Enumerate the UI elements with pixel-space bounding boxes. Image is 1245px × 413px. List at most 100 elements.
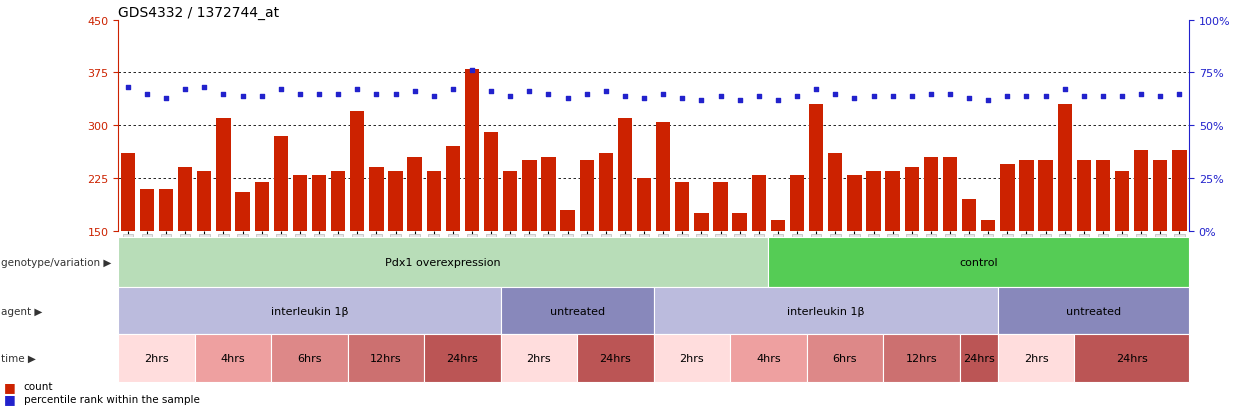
Bar — [713, 182, 728, 231]
Point — [691, 97, 711, 104]
Bar — [446, 147, 461, 231]
Bar — [425, 335, 500, 382]
Bar — [503, 172, 518, 231]
Bar — [118, 237, 768, 287]
Text: 2hrs: 2hrs — [1023, 353, 1048, 363]
Bar — [350, 112, 365, 231]
Point — [558, 95, 578, 102]
Bar — [118, 335, 194, 382]
Bar — [217, 119, 230, 231]
Bar — [828, 154, 843, 231]
Point — [500, 93, 520, 100]
Point — [921, 91, 941, 98]
Point — [1169, 91, 1189, 98]
Point — [711, 93, 731, 100]
Bar — [695, 214, 708, 231]
Bar — [484, 133, 498, 231]
Bar — [997, 335, 1074, 382]
Text: 4hrs: 4hrs — [220, 353, 245, 363]
Text: ■: ■ — [4, 380, 15, 393]
Point — [654, 91, 674, 98]
Point — [807, 87, 827, 93]
Text: 24hrs: 24hrs — [600, 353, 631, 363]
Point — [233, 93, 253, 100]
Bar — [883, 335, 960, 382]
Point — [825, 91, 845, 98]
Bar — [1020, 161, 1033, 231]
Point — [1055, 87, 1074, 93]
Point — [519, 89, 539, 95]
Point — [443, 87, 463, 93]
Bar — [427, 172, 441, 231]
Bar — [542, 157, 555, 231]
Bar — [1114, 172, 1129, 231]
Text: 24hrs: 24hrs — [447, 353, 478, 363]
Point — [137, 91, 157, 98]
Bar — [500, 335, 578, 382]
Text: time ▶: time ▶ — [1, 353, 36, 363]
Bar — [274, 136, 288, 231]
Text: interleukin 1β: interleukin 1β — [270, 306, 349, 316]
Point — [748, 93, 768, 100]
Bar — [407, 157, 422, 231]
Point — [366, 91, 386, 98]
Bar — [768, 237, 1189, 287]
Point — [423, 93, 443, 100]
Point — [940, 91, 960, 98]
Bar — [771, 221, 786, 231]
Text: untreated: untreated — [1066, 306, 1120, 316]
Text: 4hrs: 4hrs — [756, 353, 781, 363]
Bar — [1134, 150, 1148, 231]
Bar — [178, 168, 193, 231]
Point — [730, 97, 749, 104]
Point — [1150, 93, 1170, 100]
Bar — [1057, 105, 1072, 231]
Point — [213, 91, 233, 98]
Text: Pdx1 overexpression: Pdx1 overexpression — [386, 257, 502, 267]
Text: count: count — [24, 381, 54, 391]
Text: interleukin 1β: interleukin 1β — [787, 306, 864, 316]
Text: ■: ■ — [4, 392, 15, 405]
Point — [596, 89, 616, 95]
Bar — [981, 221, 996, 231]
Point — [768, 97, 788, 104]
Bar — [254, 182, 269, 231]
Bar — [807, 335, 883, 382]
Point — [864, 93, 884, 100]
Bar — [752, 175, 766, 231]
Bar — [789, 175, 804, 231]
Bar — [1074, 335, 1189, 382]
Bar — [656, 122, 670, 231]
Text: 2hrs: 2hrs — [144, 353, 169, 363]
Bar — [599, 154, 613, 231]
Point — [194, 85, 214, 91]
Bar — [579, 161, 594, 231]
Point — [290, 91, 310, 98]
Bar — [732, 214, 747, 231]
Point — [1132, 91, 1152, 98]
Point — [176, 87, 195, 93]
Point — [672, 95, 692, 102]
Text: control: control — [960, 257, 998, 267]
Point — [156, 95, 176, 102]
Bar — [578, 335, 654, 382]
Text: 12hrs: 12hrs — [905, 353, 937, 363]
Bar — [885, 172, 900, 231]
Text: 2hrs: 2hrs — [680, 353, 705, 363]
Bar — [197, 172, 212, 231]
Bar — [500, 287, 654, 335]
Point — [576, 91, 596, 98]
Bar — [331, 172, 345, 231]
Text: 6hrs: 6hrs — [298, 353, 321, 363]
Point — [615, 93, 635, 100]
Point — [1016, 93, 1036, 100]
Bar — [867, 172, 880, 231]
Point — [1093, 93, 1113, 100]
Point — [481, 89, 500, 95]
Text: 24hrs: 24hrs — [1116, 353, 1148, 363]
Point — [1074, 93, 1094, 100]
Bar — [1173, 150, 1186, 231]
Bar — [675, 182, 690, 231]
Bar — [560, 210, 575, 231]
Text: agent ▶: agent ▶ — [1, 306, 42, 316]
